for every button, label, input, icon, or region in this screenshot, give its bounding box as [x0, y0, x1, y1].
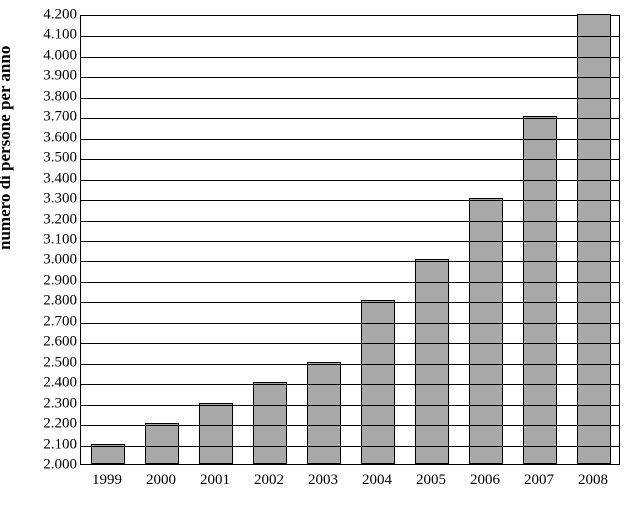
grid-line: [81, 180, 619, 181]
grid-line: [81, 118, 619, 119]
y-tick-label: 2.300: [22, 396, 77, 411]
x-tick-label: 1999: [92, 472, 122, 489]
y-tick-label: 2.800: [22, 294, 77, 309]
y-tick-label: 3.800: [22, 89, 77, 104]
y-tick-label: 3.200: [22, 212, 77, 227]
plot-area: [80, 15, 620, 465]
bar: [523, 116, 556, 464]
x-tick-label: 2004: [362, 472, 392, 489]
grid-line: [81, 405, 619, 406]
x-tick-label: 2007: [524, 472, 554, 489]
y-tick-label: 4.000: [22, 48, 77, 63]
y-tick-label: 2.400: [22, 376, 77, 391]
x-tick-label: 2001: [200, 472, 230, 489]
y-tick-label: 2.200: [22, 417, 77, 432]
y-tick-label: 3.600: [22, 130, 77, 145]
y-tick-label: 3.900: [22, 69, 77, 84]
grid-line: [81, 98, 619, 99]
y-tick-label: 3.100: [22, 233, 77, 248]
grid-line: [81, 343, 619, 344]
y-axis-label: numero di persone per anno: [0, 46, 15, 250]
bar: [145, 423, 178, 464]
y-tick-label: 2.500: [22, 355, 77, 370]
grid-line: [81, 57, 619, 58]
bar: [577, 14, 610, 464]
y-tick-label: 3.500: [22, 151, 77, 166]
grid-line: [81, 241, 619, 242]
chart-stage: numero di persone per anno 2.000 2.100 2.2…: [0, 0, 639, 510]
grid-line: [81, 77, 619, 78]
bar: [307, 362, 340, 464]
y-tick-label: 3.400: [22, 171, 77, 186]
x-tick-label: 2005: [416, 472, 446, 489]
bar: [361, 300, 394, 464]
y-tick-label: 3.000: [22, 253, 77, 268]
x-tick-label: 2003: [308, 472, 338, 489]
bar: [253, 382, 286, 464]
y-tick-label: 4.100: [22, 28, 77, 43]
y-tick-label: 2.700: [22, 314, 77, 329]
y-tick-label: 3.700: [22, 110, 77, 125]
y-tick-label: 2.900: [22, 273, 77, 288]
grid-line: [81, 384, 619, 385]
x-tick-label: 2000: [146, 472, 176, 489]
bar: [91, 444, 124, 464]
grid-line: [81, 425, 619, 426]
y-tick-label: 4.200: [22, 8, 77, 23]
grid-line: [81, 323, 619, 324]
bars-layer: [81, 16, 619, 464]
grid-line: [81, 159, 619, 160]
grid-line: [81, 139, 619, 140]
grid-line: [81, 446, 619, 447]
grid-line: [81, 282, 619, 283]
grid-line: [81, 200, 619, 201]
x-tick-label: 2008: [578, 472, 608, 489]
y-tick-label: 2.100: [22, 437, 77, 452]
y-tick-label: 3.300: [22, 192, 77, 207]
grid-line: [81, 364, 619, 365]
x-tick-label: 2006: [470, 472, 500, 489]
grid-line: [81, 261, 619, 262]
grid-line: [81, 302, 619, 303]
grid-line: [81, 36, 619, 37]
bar: [415, 259, 448, 464]
y-tick-label: 2.600: [22, 335, 77, 350]
x-tick-label: 2002: [254, 472, 284, 489]
grid-line: [81, 221, 619, 222]
y-tick-label: 2.000: [22, 458, 77, 473]
bar: [199, 403, 232, 464]
